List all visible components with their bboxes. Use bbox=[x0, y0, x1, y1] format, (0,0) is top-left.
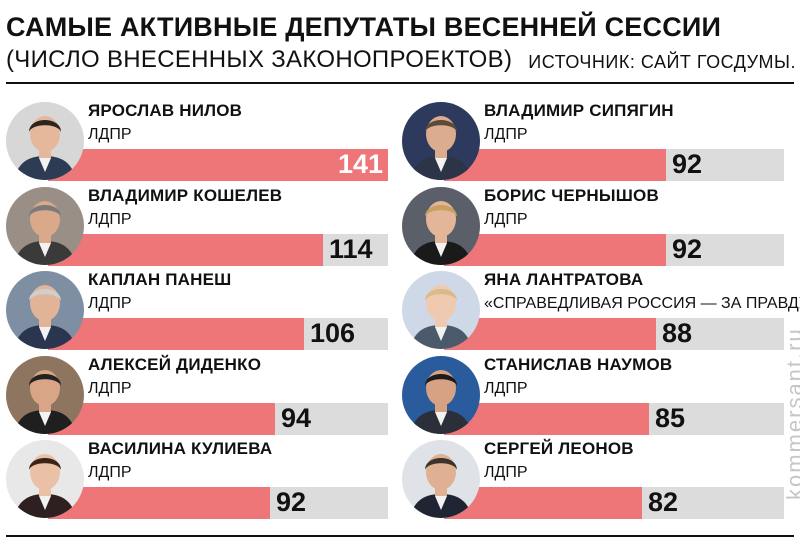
chart-header: САМЫЕ АКТИВНЫЕ ДЕПУТАТЫ ВЕСЕННЕЙ СЕССИИ … bbox=[6, 6, 796, 86]
bar bbox=[48, 403, 275, 435]
deputy-card: 92 ВАСИЛИНА КУЛИЕВА ЛДПР bbox=[6, 430, 398, 519]
deputy-portrait bbox=[6, 440, 84, 518]
deputy-party: ЛДПР bbox=[88, 211, 132, 228]
bar bbox=[48, 234, 323, 266]
deputy-name: СЕРГЕЙ ЛЕОНОВ bbox=[484, 439, 634, 458]
bar-track bbox=[444, 318, 784, 350]
deputy-card: 106 КАПЛАН ПАНЕШ ЛДПР bbox=[6, 261, 398, 350]
deputy-name: ЯРОСЛАВ НИЛОВ bbox=[88, 101, 243, 120]
deputy-name: КАПЛАН ПАНЕШ bbox=[88, 270, 232, 289]
source-note: ИСТОЧНИК: САЙТ ГОСДУМЫ. bbox=[528, 52, 796, 72]
deputy-portrait bbox=[6, 271, 84, 349]
bar bbox=[48, 487, 270, 519]
bar-track bbox=[48, 318, 388, 350]
deputy-name: АЛЕКСЕЙ ДИДЕНКО bbox=[88, 355, 262, 374]
chart-title: САМЫЕ АКТИВНЫЕ ДЕПУТАТЫ ВЕСЕННЕЙ СЕССИИ bbox=[6, 12, 722, 42]
deputy-portrait bbox=[402, 440, 480, 518]
bottom-divider bbox=[6, 535, 794, 537]
bar bbox=[444, 403, 649, 435]
bar-value-label: 141 bbox=[338, 149, 384, 179]
bar-track bbox=[444, 234, 784, 266]
deputy-card: 88 ЯНА ЛАНТРАТОВА «СПРАВЕДЛИВАЯ РОССИЯ — З… bbox=[402, 261, 800, 350]
bar bbox=[48, 149, 388, 181]
deputy-portrait bbox=[6, 102, 84, 180]
bar-track bbox=[48, 234, 388, 266]
deputy-party: ЛДПР bbox=[88, 295, 132, 312]
deputy-portrait bbox=[402, 102, 480, 180]
bar bbox=[444, 234, 666, 266]
bar-track bbox=[48, 487, 388, 519]
bar bbox=[444, 318, 656, 350]
bar-value-label: 92 bbox=[276, 487, 307, 517]
bar-value-label: 82 bbox=[648, 487, 679, 517]
watermark: kommersant.ru bbox=[782, 327, 800, 500]
bar-track bbox=[444, 403, 784, 435]
bar-value-label: 85 bbox=[655, 403, 686, 433]
chart-subtitle: (ЧИСЛО ВНЕСЕННЫХ ЗАКОНОПРОЕКТОВ) bbox=[6, 46, 513, 73]
deputy-portrait bbox=[6, 187, 84, 265]
deputy-name: ЯНА ЛАНТРАТОВА bbox=[484, 270, 644, 289]
bar-track bbox=[444, 149, 784, 181]
bar bbox=[48, 318, 304, 350]
deputy-party: ЛДПР bbox=[484, 126, 528, 143]
deputy-card: 85 СТАНИСЛАВ НАУМОВ ЛДПР bbox=[402, 346, 794, 435]
deputy-card: 94 АЛЕКСЕЙ ДИДЕНКО ЛДПР bbox=[6, 346, 398, 435]
deputy-party: «СПРАВЕДЛИВАЯ РОССИЯ — ЗА ПРАВДУ» bbox=[484, 295, 800, 312]
deputy-party: ЛДПР bbox=[484, 464, 528, 481]
bar-value-label: 88 bbox=[662, 318, 693, 348]
bar-value-label: 106 bbox=[310, 318, 356, 348]
bar-track bbox=[444, 487, 784, 519]
bar bbox=[444, 149, 666, 181]
deputy-card: 92 БОРИС ЧЕРНЫШОВ ЛДПР bbox=[402, 177, 794, 266]
deputy-card: 141 ЯРОСЛАВ НИЛОВ ЛДПР bbox=[6, 92, 398, 181]
deputy-party: ЛДПР bbox=[88, 464, 132, 481]
deputy-portrait bbox=[402, 356, 480, 434]
bar-track bbox=[48, 403, 388, 435]
deputy-name: ВЛАДИМИР КОШЕЛЕВ bbox=[88, 186, 283, 205]
bar-value-label: 92 bbox=[672, 149, 703, 179]
bar-value-label: 114 bbox=[329, 234, 373, 264]
deputy-card: 82 СЕРГЕЙ ЛЕОНОВ ЛДПР bbox=[402, 430, 794, 519]
bar-track bbox=[48, 149, 388, 181]
deputy-card: 92 ВЛАДИМИР СИПЯГИН ЛДПР bbox=[402, 92, 794, 181]
deputy-party: ЛДПР bbox=[484, 380, 528, 397]
deputy-card: 114 ВЛАДИМИР КОШЕЛЕВ ЛДПР bbox=[6, 177, 398, 266]
bar-value-label: 92 bbox=[672, 234, 703, 264]
deputy-name: БОРИС ЧЕРНЫШОВ bbox=[484, 186, 659, 205]
deputy-portrait bbox=[402, 271, 480, 349]
top-divider bbox=[6, 82, 794, 84]
deputy-party: ЛДПР bbox=[88, 126, 132, 143]
deputy-portrait bbox=[402, 187, 480, 265]
deputy-portrait bbox=[6, 356, 84, 434]
deputy-name: СТАНИСЛАВ НАУМОВ bbox=[484, 355, 673, 374]
deputy-name: ВЛАДИМИР СИПЯГИН bbox=[484, 101, 674, 120]
deputy-party: ЛДПР bbox=[88, 380, 132, 397]
deputy-name: ВАСИЛИНА КУЛИЕВА bbox=[88, 439, 273, 458]
bar-value-label: 94 bbox=[281, 403, 312, 433]
deputy-party: ЛДПР bbox=[484, 211, 528, 228]
